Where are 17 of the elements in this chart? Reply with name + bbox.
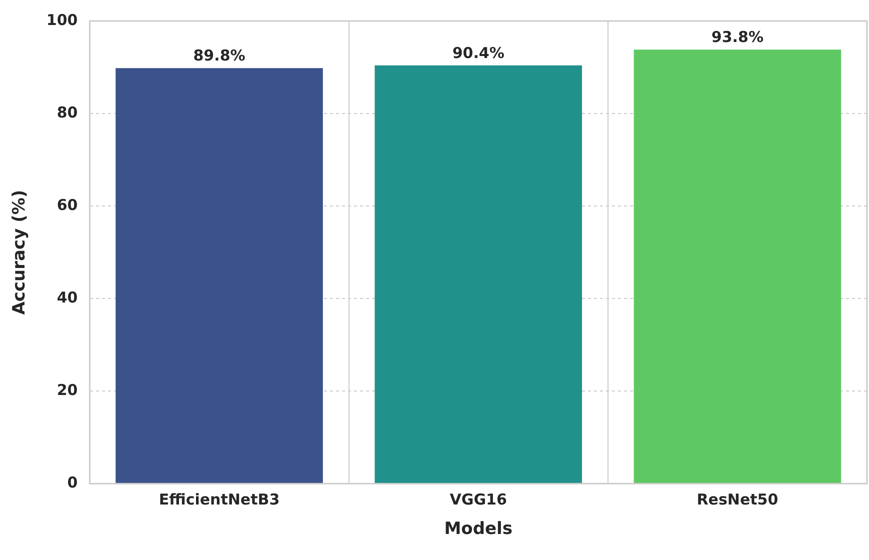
data-label: 89.8%	[193, 46, 246, 65]
x-tick-label: VGG16	[450, 490, 507, 508]
x-tick-label: EfficientNetB3	[158, 490, 280, 508]
x-axis-title: Models	[444, 519, 512, 540]
y-tick-label: 40	[56, 288, 78, 306]
bar	[634, 50, 842, 484]
data-label: 93.8%	[711, 28, 764, 46]
y-axis-title: Accuracy (%)	[10, 190, 30, 315]
y-tick-label: 0	[67, 473, 78, 492]
bar	[374, 65, 582, 484]
y-tick-label: 60	[56, 196, 78, 214]
x-tick-label: ResNet50	[696, 490, 778, 508]
bar	[116, 68, 323, 484]
y-tick-label: 80	[56, 103, 78, 122]
y-tick-label: 20	[56, 380, 78, 399]
data-label: 90.4%	[452, 44, 504, 62]
y-tick-label: 100	[46, 10, 78, 29]
